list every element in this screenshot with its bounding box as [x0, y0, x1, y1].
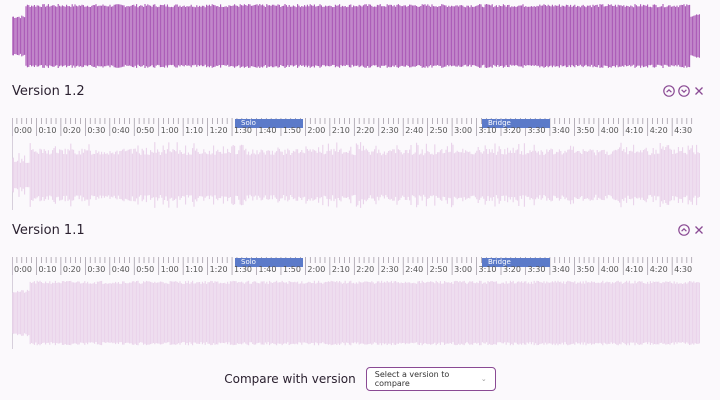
timeline-label: 0:40: [111, 126, 130, 135]
timeline-label: 3:30: [527, 265, 546, 274]
timeline-label: 2:40: [405, 265, 424, 274]
timeline-label: 4:00: [600, 265, 619, 274]
timeline-label: 0:40: [111, 265, 130, 274]
timeline-label: 3:40: [551, 126, 570, 135]
compare-label: Compare with version: [224, 372, 356, 386]
compare-bar: Compare with version Select a version to…: [0, 366, 720, 392]
version-waveform[interactable]: [12, 280, 700, 346]
timeline-label: 2:00: [307, 126, 326, 135]
timeline-label: 0:20: [62, 265, 81, 274]
timeline-label: 1:30: [234, 265, 253, 274]
version-title: Version 1.2: [12, 84, 85, 99]
timeline-label: 4:30: [674, 265, 693, 274]
timeline-label: 3:20: [503, 265, 521, 274]
timeline-label: 1:50: [282, 126, 301, 135]
timeline-label: 0:00: [14, 265, 32, 274]
timeline-label: 0:30: [87, 265, 106, 274]
timeline-label: 4:20: [649, 126, 668, 135]
timeline-label: 2:50: [429, 265, 448, 274]
version-controls: [662, 84, 706, 98]
timeline-label: 0:00: [14, 126, 32, 135]
timeline-label: 1:20: [209, 265, 228, 274]
chevron-down-icon: ⌄: [480, 375, 487, 383]
chevron-up-icon[interactable]: [662, 84, 676, 98]
timeline-label: 2:10: [331, 265, 350, 274]
waveform-trace: [12, 142, 700, 208]
timeline-label: 2:20: [356, 265, 375, 274]
timeline-label: 4:10: [625, 126, 644, 135]
timeline-label: 0:50: [136, 265, 155, 274]
waveform-trace: [12, 4, 700, 68]
timeline-label: 4:20: [649, 265, 668, 274]
timeline-label: 3:50: [576, 126, 595, 135]
close-icon[interactable]: [692, 223, 706, 237]
timeline-ticks: [12, 118, 693, 136]
timeline-label: 4:10: [625, 265, 644, 274]
select-placeholder: Select a version to compare: [374, 370, 450, 388]
timeline-label: 4:00: [600, 126, 619, 135]
timeline-label: 3:00: [454, 265, 473, 274]
timeline-label: 1:00: [160, 265, 179, 274]
version-header: Version 1.1: [12, 221, 706, 241]
timeline-label: 0:10: [38, 265, 57, 274]
version-title: Version 1.1: [12, 223, 85, 238]
region-bridge[interactable]: Bridge: [482, 258, 550, 267]
timeline-ruler[interactable]: Solo Bridge 0:00 0:10 0:20 0:30 0:40 0:50 1:00…: [12, 257, 700, 277]
timeline-label: 3:10: [478, 265, 497, 274]
timeline-label: 3:30: [527, 126, 546, 135]
timeline-label: 2:00: [307, 265, 326, 274]
timeline-label: 1:20: [209, 126, 228, 135]
timeline-label: 2:20: [356, 126, 375, 135]
timeline-label: 0:10: [38, 126, 57, 135]
region-solo[interactable]: Solo: [235, 119, 303, 128]
timeline-label: 3:10: [478, 126, 497, 135]
timeline-label: 1:40: [258, 265, 277, 274]
timeline-label: 1:50: [282, 265, 301, 274]
timeline-label: 1:00: [160, 126, 179, 135]
timeline-label: 2:10: [331, 126, 350, 135]
region-bridge[interactable]: Bridge: [482, 119, 550, 128]
timeline-label: 1:30: [234, 126, 253, 135]
close-icon[interactable]: [692, 84, 706, 98]
version-header: Version 1.2: [12, 82, 706, 102]
chevron-up-icon[interactable]: [677, 223, 691, 237]
timeline-label: 2:50: [429, 126, 448, 135]
region-solo[interactable]: Solo: [235, 258, 303, 267]
timeline-label: 0:50: [136, 126, 155, 135]
timeline-label: 1:10: [185, 265, 204, 274]
chevron-down-icon[interactable]: [677, 84, 691, 98]
timeline-label: 2:30: [380, 265, 399, 274]
current-version-waveform[interactable]: [12, 4, 700, 68]
compare-version-select[interactable]: Select a version to compare ⌄: [365, 367, 496, 391]
timeline-label: 3:50: [576, 265, 595, 274]
timeline-label: 0:20: [62, 126, 81, 135]
timeline-label: 1:10: [185, 126, 204, 135]
version-waveform[interactable]: [12, 142, 700, 208]
timeline-label: 3:20: [503, 126, 521, 135]
version-controls: [677, 223, 706, 237]
timeline-label: 1:40: [258, 126, 277, 135]
timeline-ruler[interactable]: Solo Bridge 0:00 0:10 0:20 0:30 0:40 0:50 1:00…: [12, 118, 700, 138]
waveform-trace: [12, 280, 700, 346]
timeline-label: 2:40: [405, 126, 424, 135]
timeline-label: 3:40: [551, 265, 570, 274]
timeline-label: 0:30: [87, 126, 106, 135]
timeline-label: 3:00: [454, 126, 473, 135]
timeline-label: 2:30: [380, 126, 399, 135]
timeline-label: 4:30: [674, 126, 693, 135]
